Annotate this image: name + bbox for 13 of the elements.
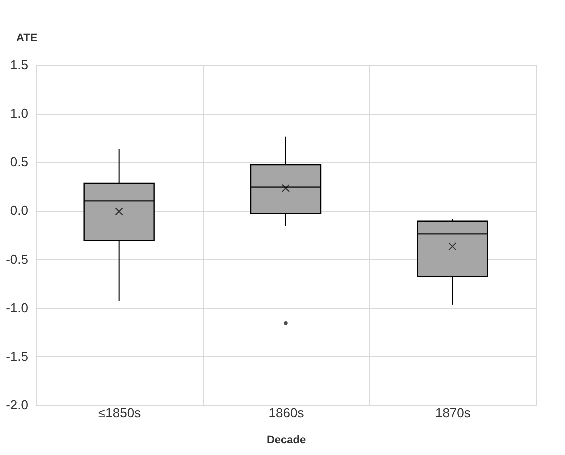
- y-tick-label: -1.0: [6, 300, 28, 316]
- y-tick-label: -0.5: [6, 252, 28, 267]
- y-tick-label: 1.5: [10, 58, 28, 72]
- x-tick-label: 1860s: [268, 406, 305, 420]
- x-axis-title: Decade: [266, 434, 306, 446]
- y-tick-label: 1.0: [10, 106, 28, 122]
- x-tick-label: 1870s: [435, 406, 472, 420]
- y-tick-label: 0.5: [10, 154, 28, 170]
- x-tick-label: ≤1850s: [98, 406, 142, 420]
- y-tick-label: -2.0: [6, 398, 28, 412]
- y-tick-label: 0.0: [10, 203, 28, 218]
- y-axis-title: ATE: [16, 32, 38, 44]
- y-tick-label: -1.5: [6, 348, 28, 364]
